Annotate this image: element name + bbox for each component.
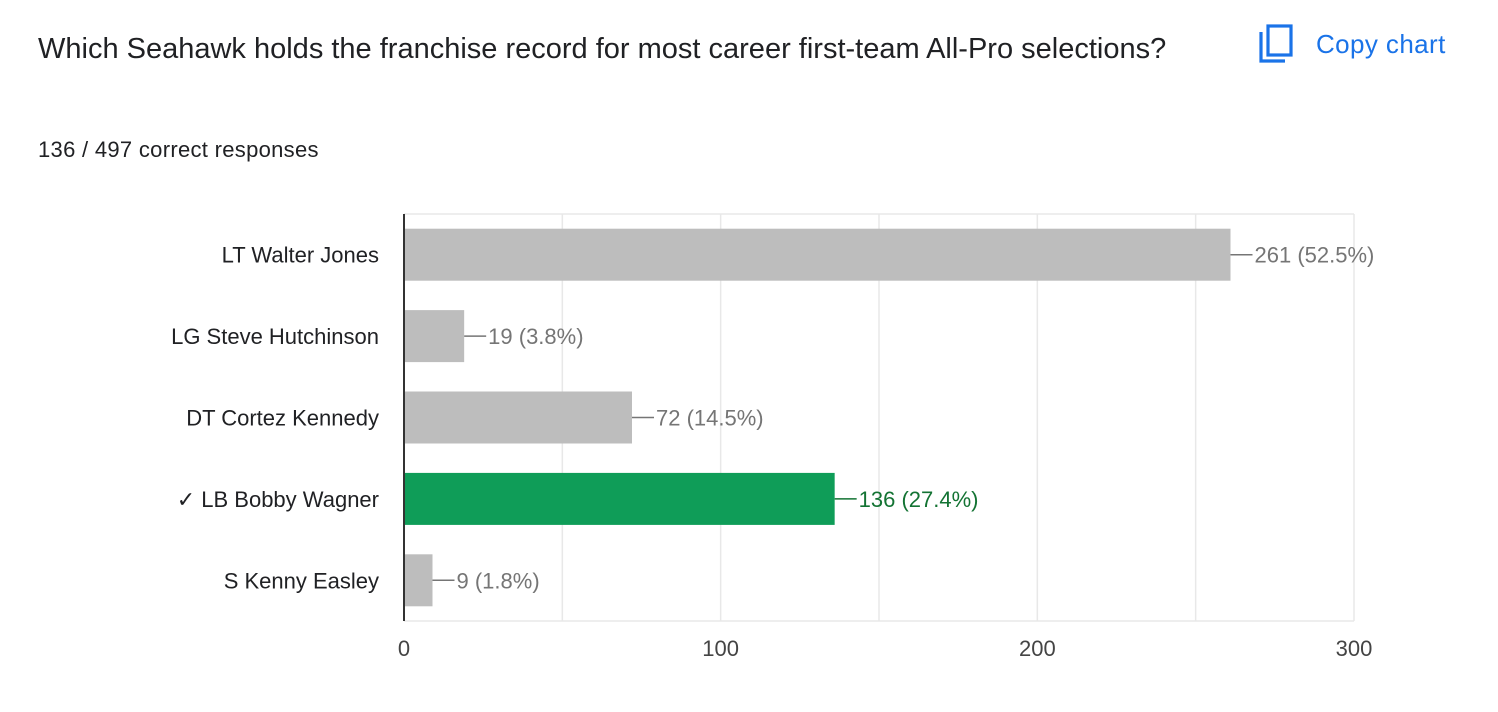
category-label-0: LT Walter Jones <box>222 243 379 268</box>
data-label-0: 261 (52.5%) <box>1255 243 1375 268</box>
x-tick-label-1: 100 <box>702 636 739 661</box>
category-label-1: LG Steve Hutchinson <box>171 324 379 349</box>
copy-chart-button[interactable]: Copy chart <box>1250 18 1454 70</box>
bar-3 <box>404 472 835 525</box>
bar-1 <box>404 310 465 363</box>
data-label-4: 9 (1.8%) <box>457 568 540 593</box>
category-label-3: ✓ LB Bobby Wagner <box>177 487 379 512</box>
category-label-4: S Kenny Easley <box>224 568 379 593</box>
category-label-2: DT Cortez Kennedy <box>186 406 379 431</box>
data-label-2: 72 (14.5%) <box>656 406 764 431</box>
copy-chart-label: Copy chart <box>1316 28 1446 59</box>
x-tick-label-0: 0 <box>398 636 410 661</box>
bar-2 <box>404 391 632 444</box>
x-tick-label-2: 200 <box>1019 636 1056 661</box>
response-summary: 136 / 497 correct responses <box>38 137 319 162</box>
question-title: Which Seahawk holds the franchise record… <box>38 33 1167 65</box>
copy-icon <box>1258 24 1294 64</box>
bar-0 <box>404 228 1231 281</box>
bar-4 <box>404 554 433 607</box>
data-label-1: 19 (3.8%) <box>488 324 583 349</box>
data-label-3: 136 (27.4%) <box>859 487 979 512</box>
x-tick-label-3: 300 <box>1336 636 1373 661</box>
